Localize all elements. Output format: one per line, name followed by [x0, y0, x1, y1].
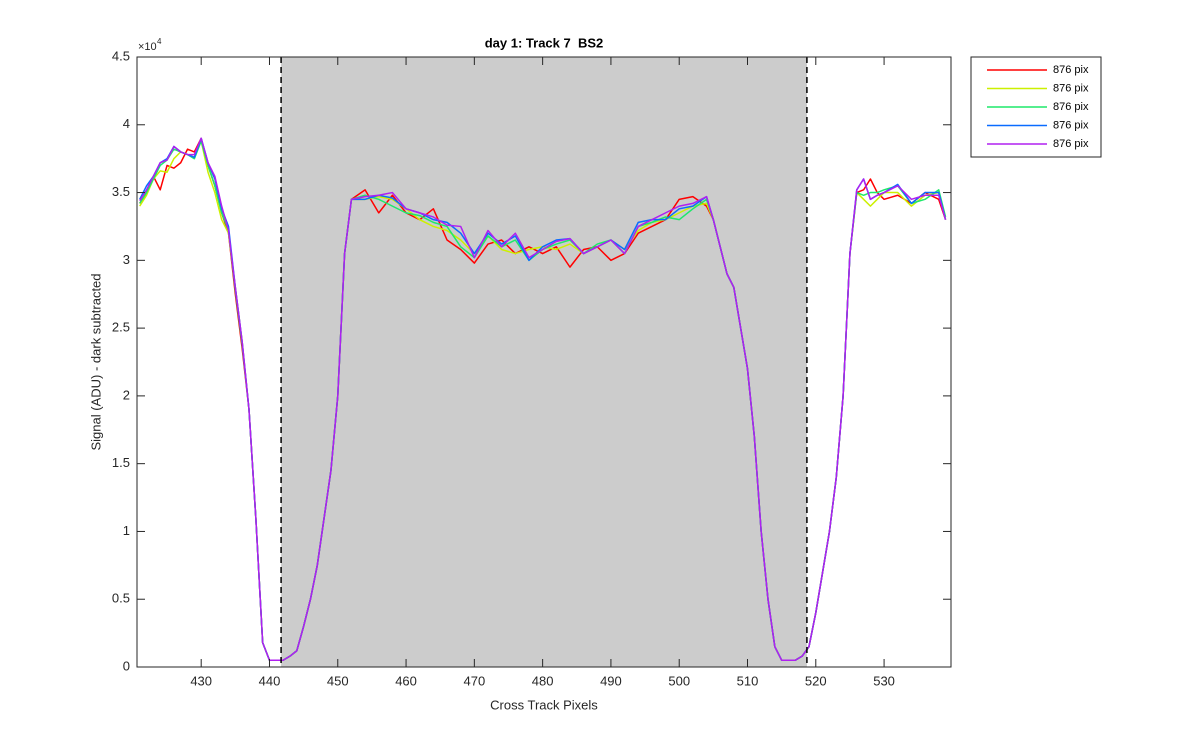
- x-tick-label: 460: [395, 673, 417, 688]
- x-tick-label: 530: [873, 673, 895, 688]
- legend-label: 876 pix: [1053, 138, 1089, 150]
- y-tick-label: 0.5: [112, 591, 130, 606]
- x-tick-label: 440: [259, 673, 281, 688]
- shaded-region: [281, 57, 807, 667]
- y-tick-label: 3: [123, 252, 130, 267]
- x-tick-label: 510: [737, 673, 759, 688]
- legend-label: 876 pix: [1053, 82, 1089, 94]
- series-line: [139, 137, 947, 661]
- y-multiplier: ×10: [138, 41, 157, 53]
- y-tick-label: 2: [123, 387, 130, 402]
- axes-box: [136, 56, 952, 668]
- y-tick-label: 2.5: [112, 320, 130, 335]
- y-multiplier-exponent: 4: [157, 37, 162, 46]
- x-axis-label: Cross Track Pixels: [490, 697, 598, 712]
- y-tick-label: 4.5: [112, 48, 130, 63]
- axis-layer: 430 440 450 460 470 480 490 500 510 520 530 0 0.5 1 1.…: [112, 48, 951, 688]
- legend-label: 876 pix: [1053, 119, 1089, 131]
- legend: 876 pix 876 pix 876 pix 876 pix 876 pix: [970, 56, 1102, 158]
- x-tick-label: 500: [668, 673, 690, 688]
- legend-label: 876 pix: [1053, 101, 1089, 113]
- legend-label: 876 pix: [1053, 64, 1089, 76]
- x-tick-label: 480: [532, 673, 554, 688]
- line-layer: [139, 137, 947, 661]
- x-tick-label: 470: [463, 673, 485, 688]
- x-tick-label: 490: [600, 673, 622, 688]
- shade-layer: [281, 57, 807, 667]
- chart-title: day 1: Track 7 BS2: [485, 35, 604, 50]
- x-tick-label: 430: [190, 673, 212, 688]
- x-tick-label: 520: [805, 673, 827, 688]
- y-tick-label: 1.5: [112, 455, 130, 470]
- y-tick-label: 3.5: [112, 184, 130, 199]
- y-tick-label: 4: [123, 116, 130, 131]
- y-tick-label: 0: [123, 658, 130, 673]
- y-axis-label: Signal (ADU) - dark subtracted: [88, 273, 103, 450]
- y-tick-label: 1: [123, 523, 130, 538]
- x-tick-label: 450: [327, 673, 349, 688]
